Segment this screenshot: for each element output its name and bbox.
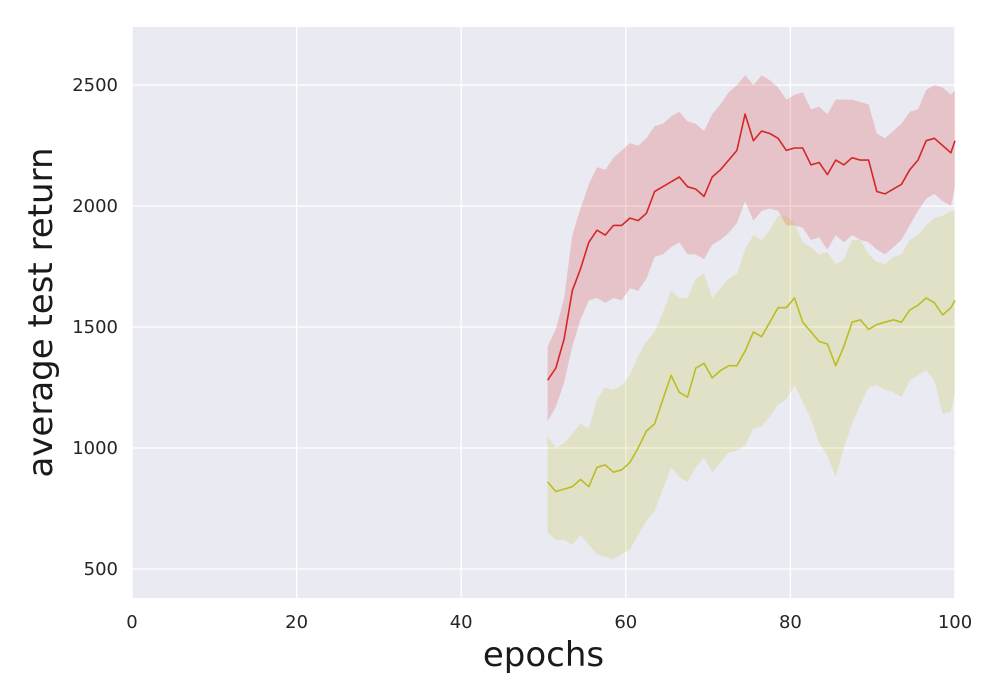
- x-tick-label: 100: [938, 612, 972, 633]
- y-tick-label: 2500: [72, 75, 118, 96]
- y-tick-label: 1500: [72, 317, 118, 338]
- x-tick-label: 60: [614, 612, 637, 633]
- y-tick-label: 1000: [72, 438, 118, 459]
- confidence-bands: [547, 75, 955, 560]
- series-1-line: [546, 113, 956, 381]
- x-tick-labels: 0 20 40 60 80 100: [126, 612, 972, 633]
- plot-area: [132, 27, 955, 598]
- y-axis-label: average test return: [21, 147, 61, 477]
- x-tick-label: 20: [285, 612, 308, 633]
- series-lines: [546, 113, 956, 493]
- x-tick-label: 0: [126, 612, 137, 633]
- y-tick-label: 2000: [72, 196, 118, 217]
- x-tick-label: 80: [779, 612, 802, 633]
- y-tick-labels: 500 1000 1500 2000 2500: [72, 75, 118, 580]
- y-tick-label: 500: [84, 559, 118, 580]
- series-2-band: [547, 210, 955, 560]
- series-2-line: [546, 297, 956, 493]
- x-tick-label: 40: [450, 612, 473, 633]
- series-1-band: [547, 75, 955, 422]
- x-axis-label: epochs: [483, 635, 604, 675]
- gridlines: [131, 27, 956, 598]
